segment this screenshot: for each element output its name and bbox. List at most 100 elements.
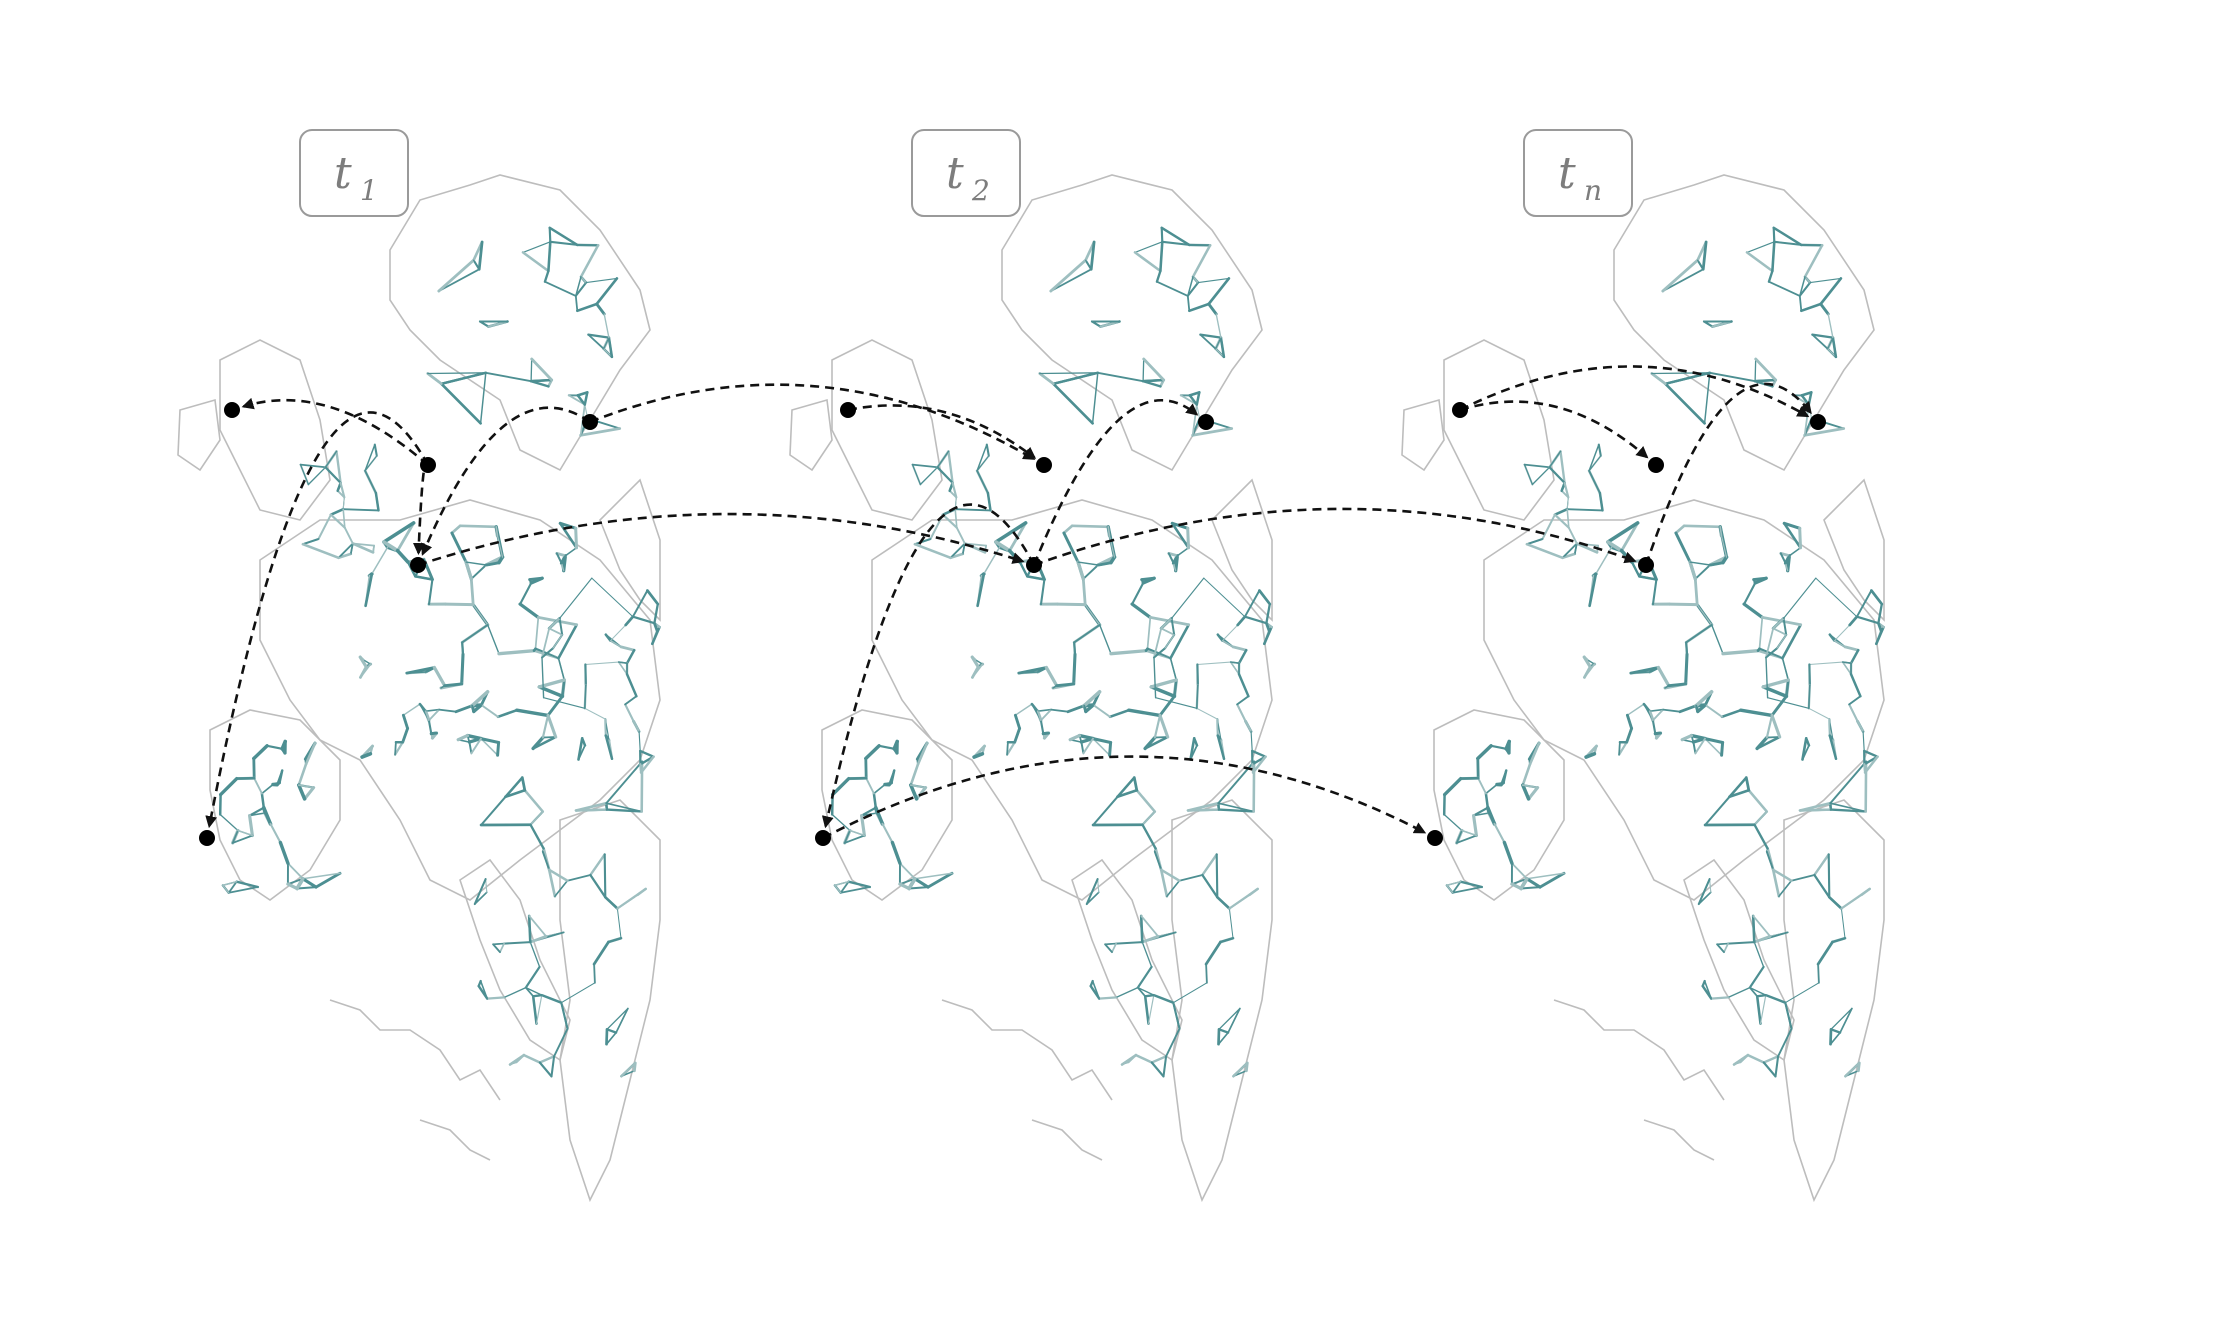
network-edge xyxy=(1554,508,1568,516)
network-edge xyxy=(1747,789,1769,813)
network-edge xyxy=(1801,744,1810,761)
network-edge xyxy=(1674,531,1692,564)
network-edge xyxy=(1631,561,1640,578)
network-edge xyxy=(1870,589,1883,605)
network-edge xyxy=(260,792,266,809)
network-edge xyxy=(1191,244,1212,279)
network-edge xyxy=(1840,887,1871,910)
network-edge xyxy=(479,372,487,425)
node-germany-t2 xyxy=(1026,557,1042,573)
network-edge xyxy=(954,508,958,529)
network-edge xyxy=(237,829,254,837)
network-edge xyxy=(576,302,598,313)
network-edge xyxy=(1251,755,1267,774)
network-edge xyxy=(1104,943,1113,954)
network-edge xyxy=(261,783,274,795)
network-edge xyxy=(535,994,543,1025)
network-edge xyxy=(1052,371,1099,385)
network-edge xyxy=(524,965,541,989)
network-edge xyxy=(1019,561,1028,578)
network-edge xyxy=(1049,258,1087,293)
network-edge xyxy=(1197,277,1230,284)
network-edge xyxy=(1620,521,1640,553)
network-edge xyxy=(1862,730,1865,752)
network-edge xyxy=(609,624,627,642)
network-edge xyxy=(653,621,659,632)
network-edge xyxy=(521,251,550,273)
network-edge xyxy=(1160,617,1173,630)
network-edge xyxy=(1500,769,1508,786)
temporal-edge xyxy=(421,406,591,556)
network-edge xyxy=(914,872,953,880)
network-edge xyxy=(954,508,992,512)
network-edge xyxy=(1459,880,1484,889)
coastline-outline xyxy=(209,709,341,901)
temporal-edge xyxy=(1033,507,1637,567)
network-edge xyxy=(1153,656,1157,699)
network-edge xyxy=(219,777,239,797)
network-edge xyxy=(405,666,436,675)
node-norway-t1 xyxy=(582,414,598,430)
network-edge xyxy=(1146,616,1152,650)
network-edge xyxy=(1541,513,1556,541)
network-edge xyxy=(520,776,527,792)
network-edge xyxy=(1696,259,1704,270)
network-edge xyxy=(1041,731,1050,736)
network-edge xyxy=(248,814,254,838)
network-edge xyxy=(1082,737,1094,755)
network-edge xyxy=(1521,762,1532,787)
network-edge xyxy=(542,697,586,709)
network-edge xyxy=(1451,886,1483,894)
network-edge xyxy=(1523,464,1533,486)
network-edge xyxy=(1476,744,1493,761)
network-edge xyxy=(1141,810,1156,826)
network-edge xyxy=(1765,656,1769,699)
network-edge xyxy=(473,891,488,905)
network-edge xyxy=(317,513,332,541)
network-edge xyxy=(1017,666,1048,675)
network-edge xyxy=(559,577,593,619)
network-edge xyxy=(557,657,566,681)
network-edge xyxy=(530,357,554,382)
network-edge xyxy=(1243,589,1261,618)
network-edge xyxy=(252,744,269,761)
network-edge xyxy=(295,877,305,891)
network-edge xyxy=(342,508,346,529)
network-edge xyxy=(1651,719,1657,735)
network-edge xyxy=(1758,616,1764,650)
network-edge xyxy=(1848,695,1862,706)
network-edge xyxy=(1756,993,1767,998)
network-edge xyxy=(1783,577,1817,619)
network-edge xyxy=(1811,333,1829,350)
network-edge xyxy=(1777,1027,1793,1058)
network-edge xyxy=(1829,760,1868,805)
network-edge xyxy=(469,577,475,606)
network-edge xyxy=(1140,576,1156,582)
network-edge xyxy=(1073,641,1077,656)
network-edge xyxy=(560,554,567,565)
network-edge xyxy=(280,739,287,751)
network-edge xyxy=(548,226,552,243)
network-edge xyxy=(1716,942,1729,945)
network-edge xyxy=(465,561,487,566)
network-edge xyxy=(496,741,501,757)
network-edge xyxy=(1167,551,1179,558)
network-edge xyxy=(1743,603,1764,619)
network-edge xyxy=(1217,1028,1230,1034)
network-edge xyxy=(492,942,505,945)
network-edge xyxy=(1799,295,1802,312)
network-edge xyxy=(909,784,927,789)
temporal-edge xyxy=(847,404,1037,459)
network-edge xyxy=(1170,521,1190,550)
coastline-outline xyxy=(459,858,571,1062)
network-edge xyxy=(339,481,346,499)
network-edge xyxy=(1141,823,1157,850)
network-edge xyxy=(1166,879,1181,898)
network-edge xyxy=(1661,268,1705,292)
network-edge xyxy=(1771,240,1776,273)
network-edge xyxy=(1135,789,1157,813)
temporal-edge xyxy=(417,512,1025,567)
network-edge xyxy=(605,1027,609,1046)
network-edge xyxy=(1201,853,1218,877)
network-edge xyxy=(1704,795,1731,827)
